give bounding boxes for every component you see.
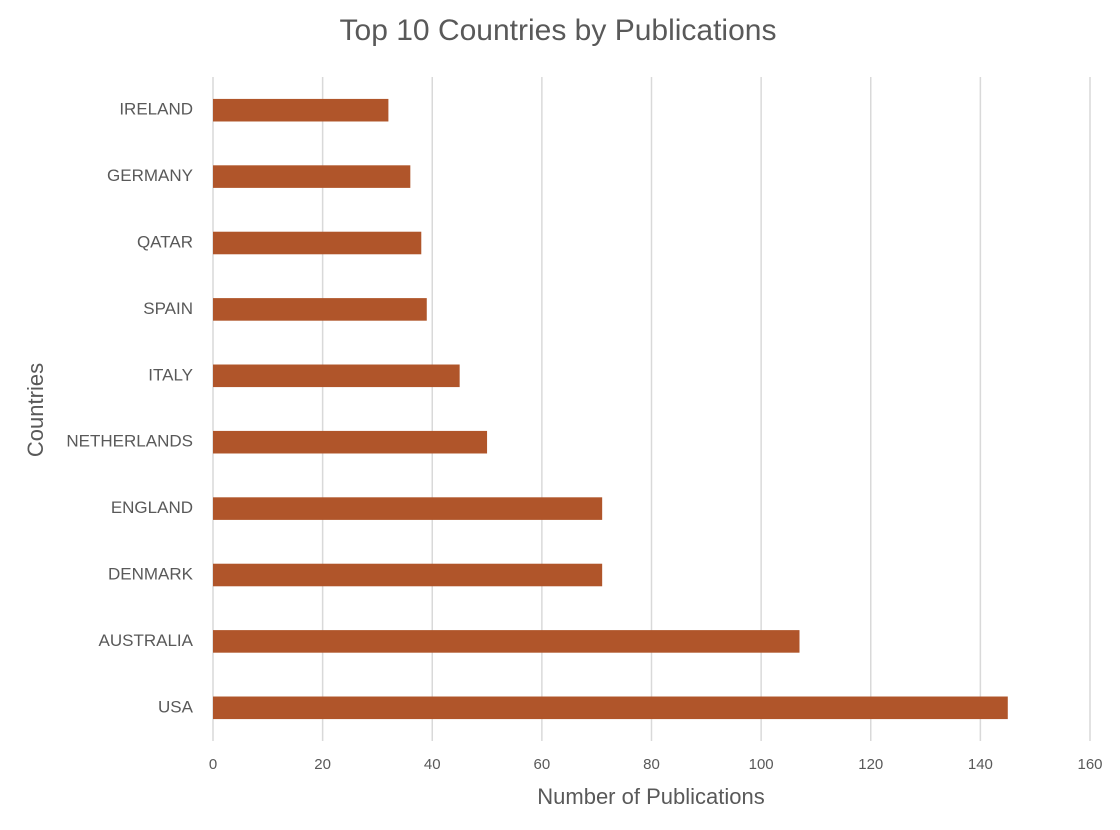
x-tick-label: 0 [209, 756, 217, 773]
bar [213, 630, 800, 653]
y-axis-title: Countries [23, 363, 48, 457]
bar [213, 298, 427, 321]
x-tick-label: 100 [749, 756, 774, 773]
bar [213, 98, 389, 122]
y-tick-label: GERMANY [107, 166, 193, 185]
y-tick-label: QATAR [137, 232, 193, 251]
x-tick-label: 60 [534, 756, 551, 773]
bar [213, 165, 411, 188]
x-tick-label: 140 [968, 756, 993, 773]
bar [213, 231, 422, 255]
y-tick-label: ITALY [148, 365, 193, 384]
y-tick-label: DENMARK [108, 564, 194, 583]
y-tick-label: ENGLAND [111, 498, 193, 517]
y-tick-label: AUSTRALIA [99, 631, 194, 650]
x-tick-label: 20 [314, 756, 331, 773]
bar [213, 364, 460, 388]
chart-title: Top 10 Countries by Publications [340, 14, 777, 47]
bar [213, 563, 603, 587]
x-tick-label: 160 [1077, 756, 1102, 773]
bar [213, 696, 1008, 720]
x-axis-title: Number of Publications [537, 784, 764, 809]
x-tick-label: 80 [643, 756, 660, 773]
y-tick-label: NETHERLANDS [66, 432, 193, 451]
y-tick-label: USA [158, 697, 194, 716]
x-tick-label: 40 [424, 756, 441, 773]
y-tick-label: IRELAND [119, 100, 193, 119]
x-tick-label: 120 [858, 756, 883, 773]
y-tick-label: SPAIN [143, 299, 193, 318]
bar [213, 497, 603, 520]
bar [213, 430, 488, 454]
